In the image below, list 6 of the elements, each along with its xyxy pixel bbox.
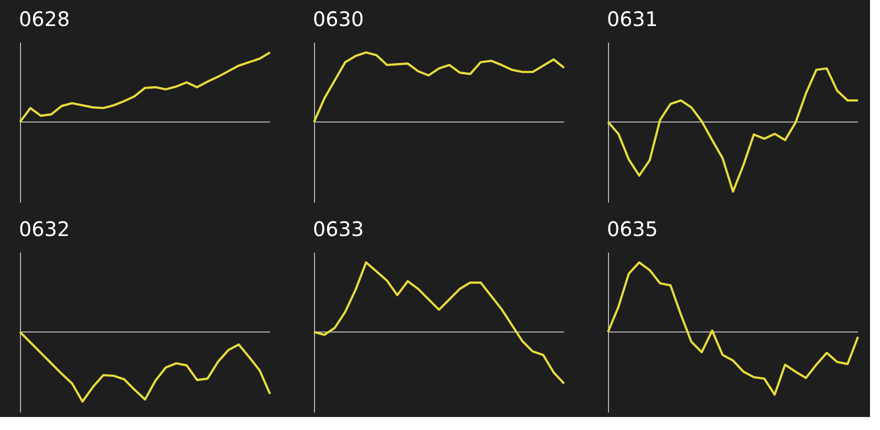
chart-title: 0630 bbox=[312, 7, 364, 31]
chart-title: 0628 bbox=[18, 7, 70, 31]
chart-title: 0631 bbox=[606, 7, 658, 31]
chart-title: 0632 bbox=[18, 217, 70, 241]
chart-title: 0633 bbox=[312, 217, 364, 241]
chart-title: 0635 bbox=[606, 217, 658, 241]
